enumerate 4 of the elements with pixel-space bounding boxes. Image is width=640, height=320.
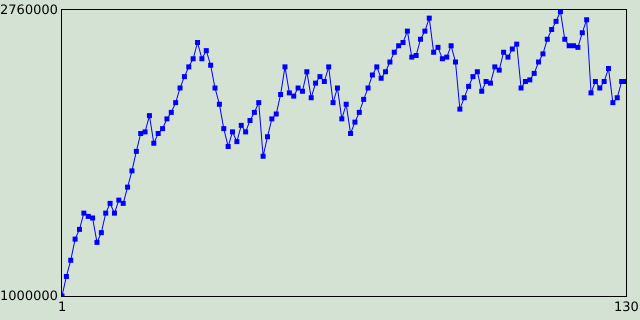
x-tick-label: 130 (614, 300, 639, 315)
y-tick-label: 2760000 (0, 3, 58, 18)
x-tick-label: 1 (58, 300, 66, 315)
y-tick-label: 1000000 (0, 289, 58, 304)
